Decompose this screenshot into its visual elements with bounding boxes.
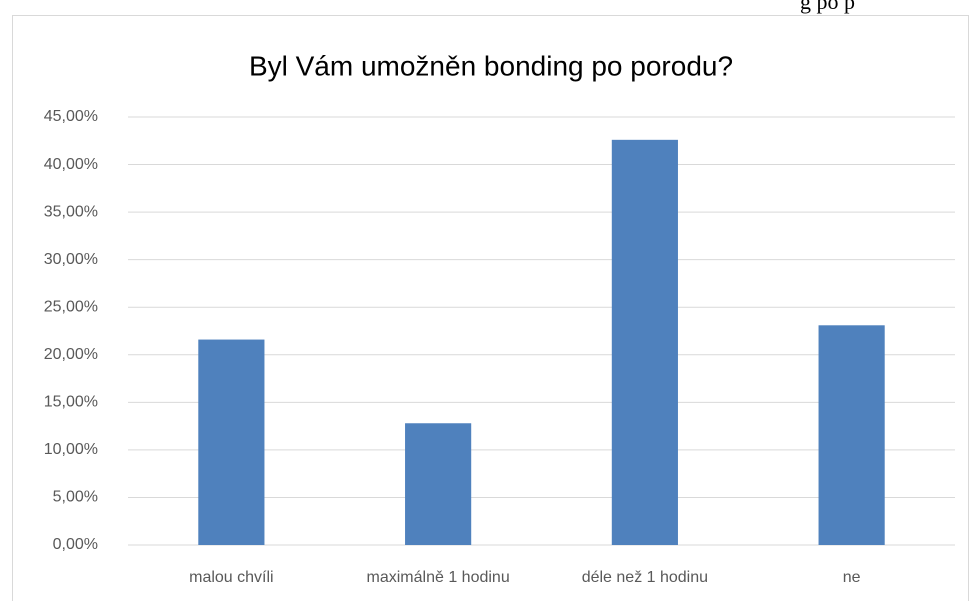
x-tick-label: malou chvíli [189,569,273,586]
y-tick-label: 5,00% [53,489,98,506]
chart-border [12,15,969,601]
bar [405,423,472,545]
y-tick-label: 25,00% [44,298,98,315]
x-tick-label: ne [843,569,861,586]
y-tick-label: 20,00% [44,346,98,363]
bar [198,339,265,545]
y-tick-label: 35,00% [44,203,98,220]
chart-title: Byl Vám umožněn bonding po porodu? [249,50,733,81]
x-tick-label: déle než 1 hodinu [582,569,708,586]
bar [818,325,885,545]
y-tick-label: 40,00% [44,156,98,173]
y-tick-label: 30,00% [44,251,98,268]
y-tick-label: 45,00% [44,108,98,125]
x-tick-label: maximálně 1 hodinu [367,569,510,586]
y-tick-label: 15,00% [44,394,98,411]
y-tick-label: 10,00% [44,441,98,458]
bar [611,139,678,545]
page-fragment: g po p [800,0,855,14]
y-tick-label: 0,00% [53,536,98,553]
